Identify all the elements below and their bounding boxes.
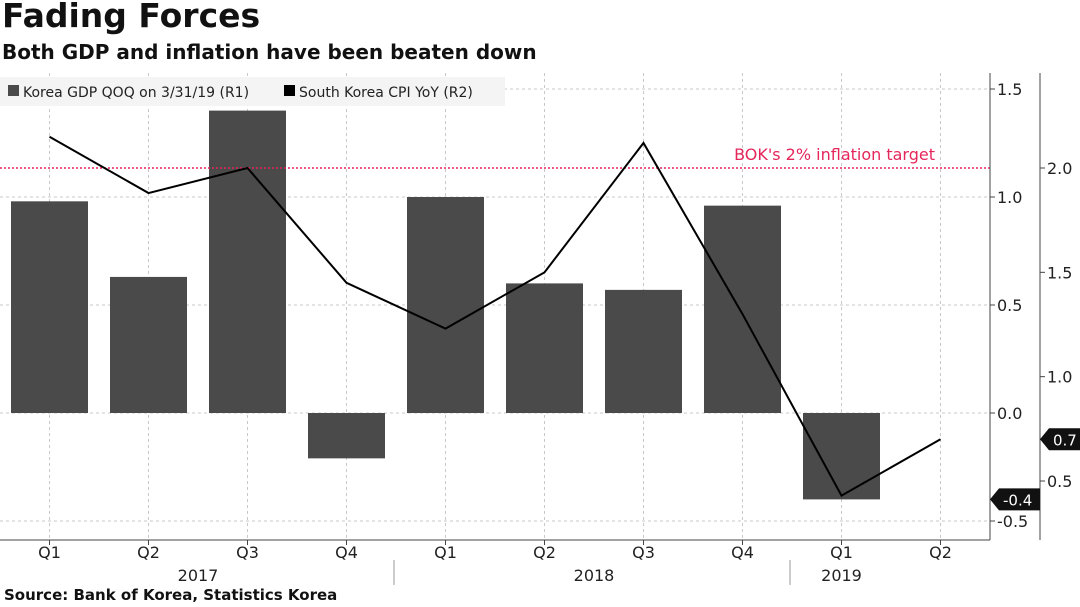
gdp-bar xyxy=(704,205,781,413)
legend-label-gdp: Korea GDP QOQ on 3/31/19 (R1) xyxy=(23,85,249,101)
last-value-flag xyxy=(1040,428,1080,451)
gdp-bar xyxy=(11,201,88,413)
cpi-line xyxy=(49,135,941,497)
axes: 1.5 1.0 0.5 0.0 -0.5 2.0 1.5 1.0 0.5 Q1 Q2 Q3 Q4 Q1 Q2… xyxy=(0,73,1080,585)
legend-label-cpi: South Korea CPI YoY (R2) xyxy=(299,85,473,101)
r2-tick-label: 0.5 xyxy=(1047,472,1072,491)
chart-title: Fading Forces xyxy=(2,0,261,35)
r2-tick-label: 1.5 xyxy=(1047,263,1072,282)
x-tick-label: Q2 xyxy=(533,543,556,562)
legend-swatch-gdp xyxy=(8,85,19,96)
x-tick-label: Q1 xyxy=(38,543,61,562)
x-tick-label: Q1 xyxy=(830,543,853,562)
r2-tick-label: 1.0 xyxy=(1047,368,1072,387)
cpi-line-group: BOK's 2% inflation target xyxy=(0,135,990,497)
gdp-bar xyxy=(803,413,880,500)
legend: Korea GDP QOQ on 3/31/19 (R1) South Kore… xyxy=(0,77,505,106)
gdp-bar xyxy=(110,276,187,413)
gdp-bar xyxy=(209,110,286,413)
r2-tick-label: 2.0 xyxy=(1047,159,1072,178)
x-year-label: 2017 xyxy=(178,566,219,585)
legend-background xyxy=(0,77,505,106)
gdp-bar xyxy=(407,197,484,413)
last-value-label: -0.4 xyxy=(1003,491,1032,509)
r1-tick-label: 0.0 xyxy=(997,404,1022,423)
x-year-label: 2018 xyxy=(574,566,615,585)
r1-tick-label: -0.5 xyxy=(997,512,1028,531)
x-tick-label: Q4 xyxy=(731,543,754,562)
gdp-bar xyxy=(308,413,385,459)
x-year-label: 2019 xyxy=(821,566,862,585)
x-tick-label: Q1 xyxy=(434,543,457,562)
r1-tick-label: 1.5 xyxy=(997,80,1022,99)
x-tick-label: Q3 xyxy=(236,543,259,562)
x-tick-label: Q3 xyxy=(632,543,655,562)
last-value-flag xyxy=(990,488,1040,511)
source-note: Source: Bank of Korea, Statistics Korea xyxy=(4,586,338,604)
r1-tick-label: 0.5 xyxy=(997,296,1022,315)
gdp-bar xyxy=(506,283,583,413)
x-tick-label: Q4 xyxy=(335,543,358,562)
inflation-target-label: BOK's 2% inflation target xyxy=(734,145,935,164)
last-value-label: 0.7 xyxy=(1053,431,1077,449)
gdp-bar xyxy=(605,289,682,413)
x-tick-label: Q2 xyxy=(137,543,160,562)
x-tick-label: Q2 xyxy=(929,543,952,562)
r1-tick-label: 1.0 xyxy=(997,188,1022,207)
legend-swatch-cpi xyxy=(284,85,295,96)
gdp-bars xyxy=(11,110,880,500)
chart-subtitle: Both GDP and inflation have been beaten … xyxy=(2,40,537,64)
